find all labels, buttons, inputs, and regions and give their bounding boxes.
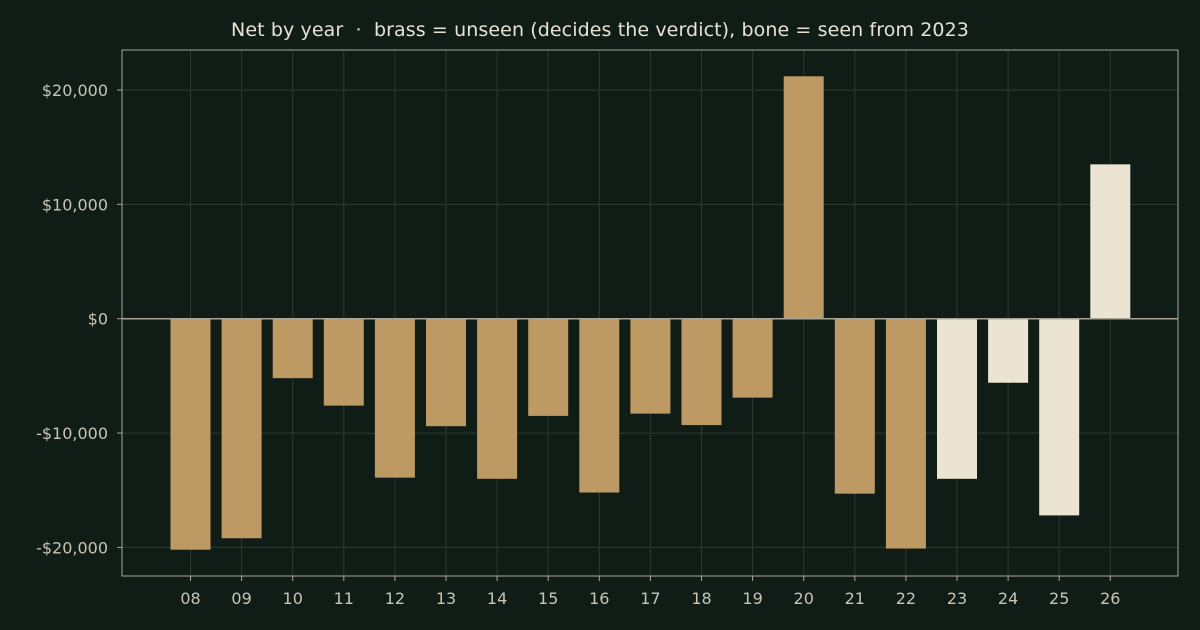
y-tick-label: -$10,000: [36, 424, 108, 443]
x-tick-label: 11: [334, 589, 354, 608]
x-tick-label: 25: [1049, 589, 1069, 608]
bar-13: [426, 318, 466, 427]
bar-15: [528, 318, 569, 416]
x-tick-label: 08: [180, 589, 200, 608]
label-layer: -$20,000 -$10,000 $0 $10,000 $20,000 08 09 10 11…: [36, 81, 1120, 608]
bar-26: [1090, 164, 1131, 319]
x-tick-label: 21: [845, 589, 865, 608]
bar-08: [170, 318, 211, 550]
bar-16: [579, 318, 620, 493]
bar-19: [732, 318, 773, 398]
bar-10: [272, 318, 313, 379]
y-tick-label: -$20,000: [36, 538, 108, 557]
bar-24: [988, 318, 1029, 383]
x-tick-label: 09: [231, 589, 251, 608]
bar-23: [937, 318, 977, 479]
x-tick-label: 20: [794, 589, 814, 608]
chart-title: Net by year · brass = unseen (decides th…: [231, 19, 969, 41]
x-tick-label: 16: [589, 589, 609, 608]
bar-12: [374, 318, 415, 478]
x-tick-label: 13: [436, 589, 456, 608]
x-tick-label: 18: [691, 589, 711, 608]
x-tick-label: 24: [998, 589, 1018, 608]
bar-17: [630, 318, 671, 414]
x-tick-label: 17: [640, 589, 660, 608]
bar-21: [834, 318, 875, 494]
x-tick-label: 26: [1100, 589, 1120, 608]
bar-22: [885, 318, 926, 549]
grid-layer: [122, 50, 1178, 576]
bar-11: [323, 318, 364, 406]
x-tick-label: 14: [487, 589, 507, 608]
x-tick-label: 12: [385, 589, 405, 608]
bar-14: [477, 318, 518, 479]
x-tick-label: 19: [742, 589, 762, 608]
y-tick-label: $0: [88, 310, 108, 329]
x-tick-label: 23: [947, 589, 967, 608]
x-tick-label: 22: [896, 589, 916, 608]
x-tick-label: 15: [538, 589, 558, 608]
bar-18: [681, 318, 722, 426]
bar-09: [221, 318, 262, 539]
y-tick-label: $10,000: [42, 195, 108, 214]
bar-25: [1039, 318, 1080, 516]
bar-layer: [170, 76, 1131, 550]
axis-layer: [117, 49, 1179, 581]
y-tick-label: $20,000: [42, 81, 108, 100]
x-tick-label: 10: [283, 589, 303, 608]
bar-20: [783, 76, 824, 319]
